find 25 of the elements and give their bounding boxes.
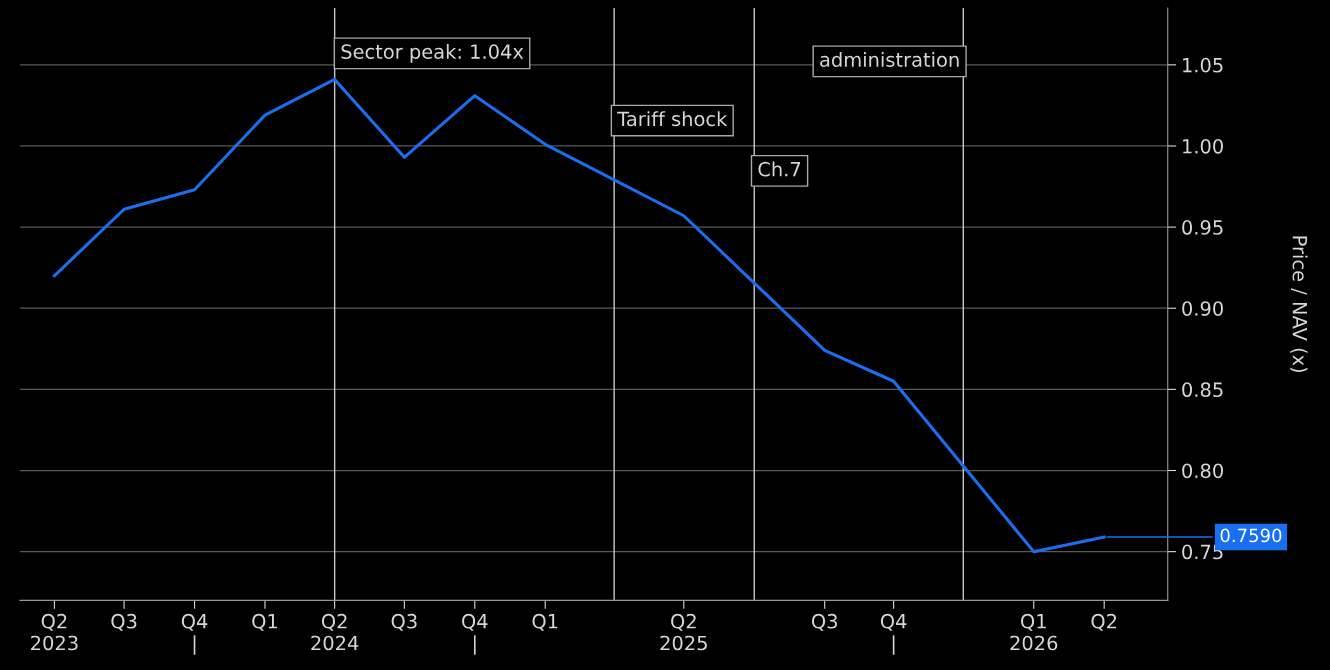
x-tick-label: Q1 2026 <box>1010 613 1058 651</box>
y-axis-title: Price / NAV (x) <box>1290 236 1308 373</box>
x-tick-label: Q3 <box>391 613 417 631</box>
x-tick-label: Q3 <box>111 613 137 631</box>
x-tick-label: Q1 <box>532 613 558 631</box>
y-tick-label: 1.00 <box>1183 138 1223 154</box>
y-tick-label: 0.95 <box>1182 220 1223 235</box>
ref-line-label: Tariff shock <box>617 111 728 127</box>
x-tick-label: Q2 2023 <box>31 613 78 651</box>
annotation: 0.7590 <box>1220 528 1282 543</box>
x-tick-label: Q2 2025 <box>660 613 707 651</box>
x-tick-label: Q4 | <box>880 613 907 655</box>
x-tick-label: Q4 | <box>181 613 208 655</box>
y-tick-label: 0.80 <box>1182 463 1223 479</box>
y-tick-label: 1.05 <box>1183 57 1223 73</box>
ref-line-label: administration <box>820 51 959 67</box>
y-tick-label: 0.90 <box>1182 301 1223 316</box>
x-tick-label: Q2 2024 <box>311 613 359 651</box>
y-tick-label: 0.85 <box>1182 382 1223 398</box>
x-tick-label: Q1 <box>252 613 278 631</box>
ref-line-label: Ch.7 <box>758 161 801 177</box>
x-tick-label: Q2 <box>1091 613 1117 631</box>
x-tick-label: Q3 <box>811 613 837 631</box>
x-tick-label: Q4 | <box>462 613 488 655</box>
annotation: Sector peak: 1.04x <box>341 43 524 63</box>
